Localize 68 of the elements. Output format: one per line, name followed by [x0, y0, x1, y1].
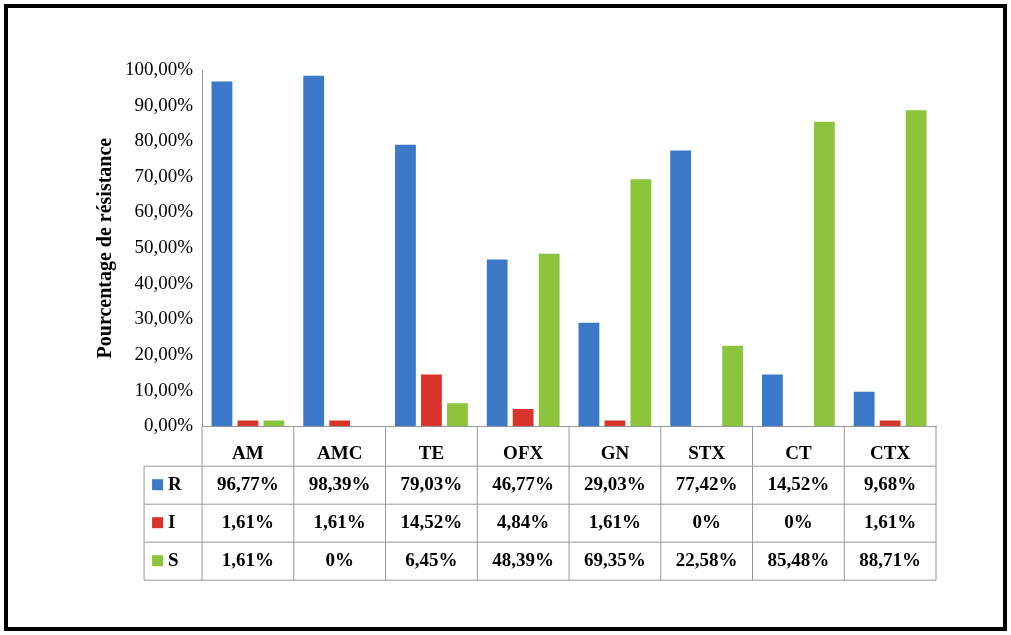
x-tick-label: OFX [503, 441, 544, 463]
data-label: 1,61% [588, 511, 642, 533]
data-label: 96,77% [217, 473, 279, 495]
data-label: 1,61% [221, 511, 275, 533]
y-tick-label: 90,00% [134, 93, 194, 115]
x-tick-label: CTX [870, 441, 911, 463]
bar [538, 253, 560, 427]
bar [879, 420, 901, 427]
bar [395, 144, 416, 427]
y-axis-title: Pourcentage de résistance [93, 137, 117, 359]
y-tick-label: 80,00% [134, 129, 194, 151]
data-label: 79,03% [400, 473, 463, 495]
bar [303, 75, 325, 427]
bar [905, 110, 927, 427]
data-label: 29,03% [584, 473, 646, 495]
x-tick-label: AMC [316, 441, 363, 463]
bar [263, 420, 285, 427]
bar [486, 259, 508, 427]
y-tick-label: 100,00% [125, 57, 194, 79]
data-label: 4,84% [497, 511, 550, 533]
bar [813, 121, 835, 427]
data-label: 88,71% [859, 549, 921, 571]
bar [237, 420, 259, 427]
data-label: 9,68% [864, 473, 917, 495]
data-label: 14,52% [767, 473, 830, 495]
bar [421, 374, 442, 427]
data-label: 0% [692, 511, 721, 533]
data-label: 98,39% [308, 473, 371, 495]
y-tick-label: 70,00% [134, 164, 194, 186]
bar [762, 374, 783, 427]
bar [853, 391, 875, 427]
y-tick-label: 10,00% [134, 378, 194, 400]
x-tick-label: AM [232, 441, 264, 463]
y-tick-label: 0,00% [144, 414, 194, 436]
y-tick-label: 50,00% [134, 236, 194, 258]
data-label: 46,77% [492, 473, 555, 495]
bar [447, 403, 468, 427]
y-tick-label: 60,00% [134, 200, 194, 222]
bar [604, 420, 626, 427]
bar [329, 420, 351, 427]
x-tick-label: TE [418, 441, 445, 463]
data-label: 1,61% [864, 511, 917, 533]
y-tick-label: 30,00% [134, 307, 194, 329]
bar [670, 150, 692, 427]
data-label: 14,52% [400, 511, 463, 533]
data-label: 77,42% [675, 473, 738, 495]
bar [211, 81, 233, 427]
data-label: 0% [325, 549, 354, 571]
legend-label: I [168, 511, 176, 533]
data-label: 1,61% [221, 549, 275, 571]
data-label: 69,35% [584, 549, 646, 571]
x-tick-label: GN [600, 441, 630, 463]
data-label: 48,39% [492, 549, 555, 571]
bar [630, 179, 652, 427]
bar [722, 345, 744, 427]
bar [512, 408, 534, 427]
bar [578, 322, 600, 427]
x-tick-label: CT [785, 441, 812, 463]
data-label: 22,58% [675, 549, 738, 571]
y-tick-label: 40,00% [134, 271, 194, 293]
y-tick-label: 20,00% [134, 342, 194, 364]
data-label: 0% [784, 511, 813, 533]
data-label: 85,48% [767, 549, 830, 571]
x-tick-label: STX [688, 441, 726, 463]
data-label: 1,61% [313, 511, 366, 533]
legend-label: S [168, 549, 179, 571]
legend-label: R [168, 473, 183, 495]
data-label: 6,45% [405, 549, 458, 571]
